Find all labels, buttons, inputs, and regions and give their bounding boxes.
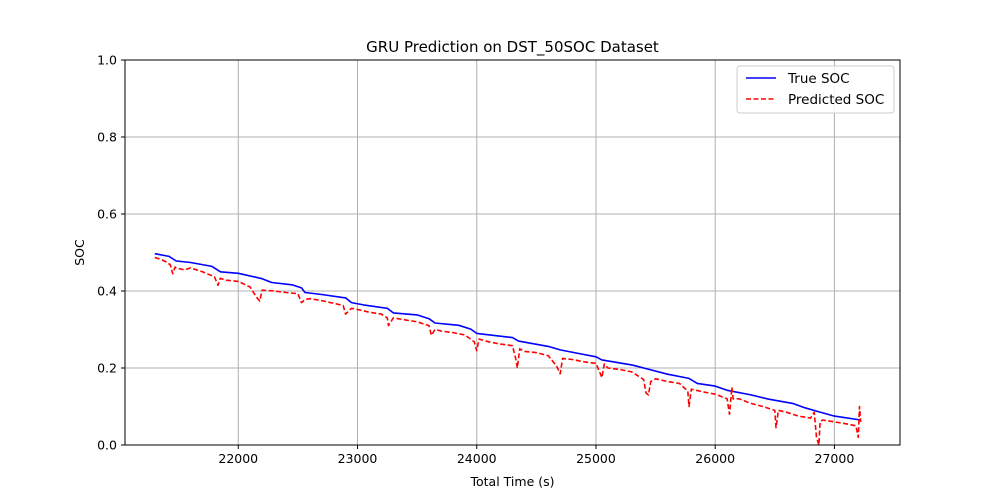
x-tick-label: 23000 [338, 451, 378, 466]
chart-title: GRU Prediction on DST_50SOC Dataset [366, 38, 659, 57]
series-layer [154, 252, 862, 446]
y-tick-label: 0.4 [97, 284, 117, 299]
y-tick-label: 0.2 [97, 361, 117, 376]
x-tick-label: 25000 [576, 451, 616, 466]
x-tick-label: 22000 [218, 451, 258, 466]
x-tick-label: 27000 [815, 451, 855, 466]
legend-box [736, 65, 895, 114]
y-axis-label: SOC [72, 239, 87, 266]
x-axis-label: Total Time (s) [470, 474, 555, 489]
axis-ticks: 22000 23000 24000 25000 26000 27000 0.0 0.2 0.4 0… [97, 53, 854, 467]
y-tick-label: 0.0 [97, 438, 117, 453]
x-tick-label: 24000 [457, 451, 497, 466]
y-tick-label: 0.6 [97, 207, 117, 222]
y-tick-label: 0.8 [97, 130, 117, 145]
legend-label-predicted-soc: Predicted SOC [788, 92, 884, 108]
legend-label-true-soc: True SOC [787, 71, 850, 87]
legend: True SOC Predicted SOC [736, 65, 895, 114]
series-line-predicted-soc [154, 256, 862, 446]
plot-frame [124, 59, 901, 446]
series-line-true-soc [154, 252, 861, 421]
x-tick-label: 26000 [695, 451, 735, 466]
y-tick-label: 1.0 [97, 53, 117, 68]
grid [125, 59, 900, 446]
